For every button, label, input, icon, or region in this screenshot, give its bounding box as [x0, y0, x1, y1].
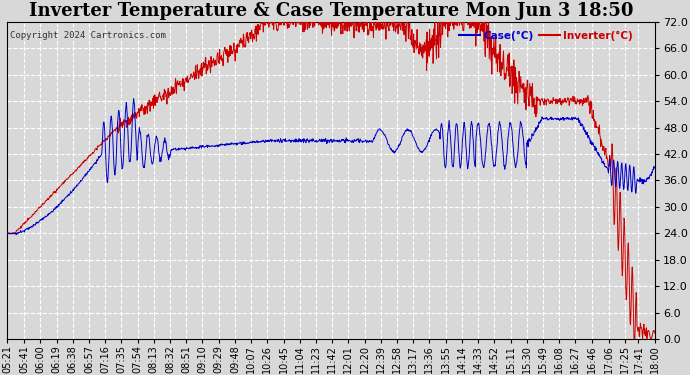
Legend: Case(°C), Inverter(°C): Case(°C), Inverter(°C) — [455, 27, 637, 45]
Title: Inverter Temperature & Case Temperature Mon Jun 3 18:50: Inverter Temperature & Case Temperature … — [29, 2, 633, 20]
Text: Copyright 2024 Cartronics.com: Copyright 2024 Cartronics.com — [10, 31, 166, 40]
